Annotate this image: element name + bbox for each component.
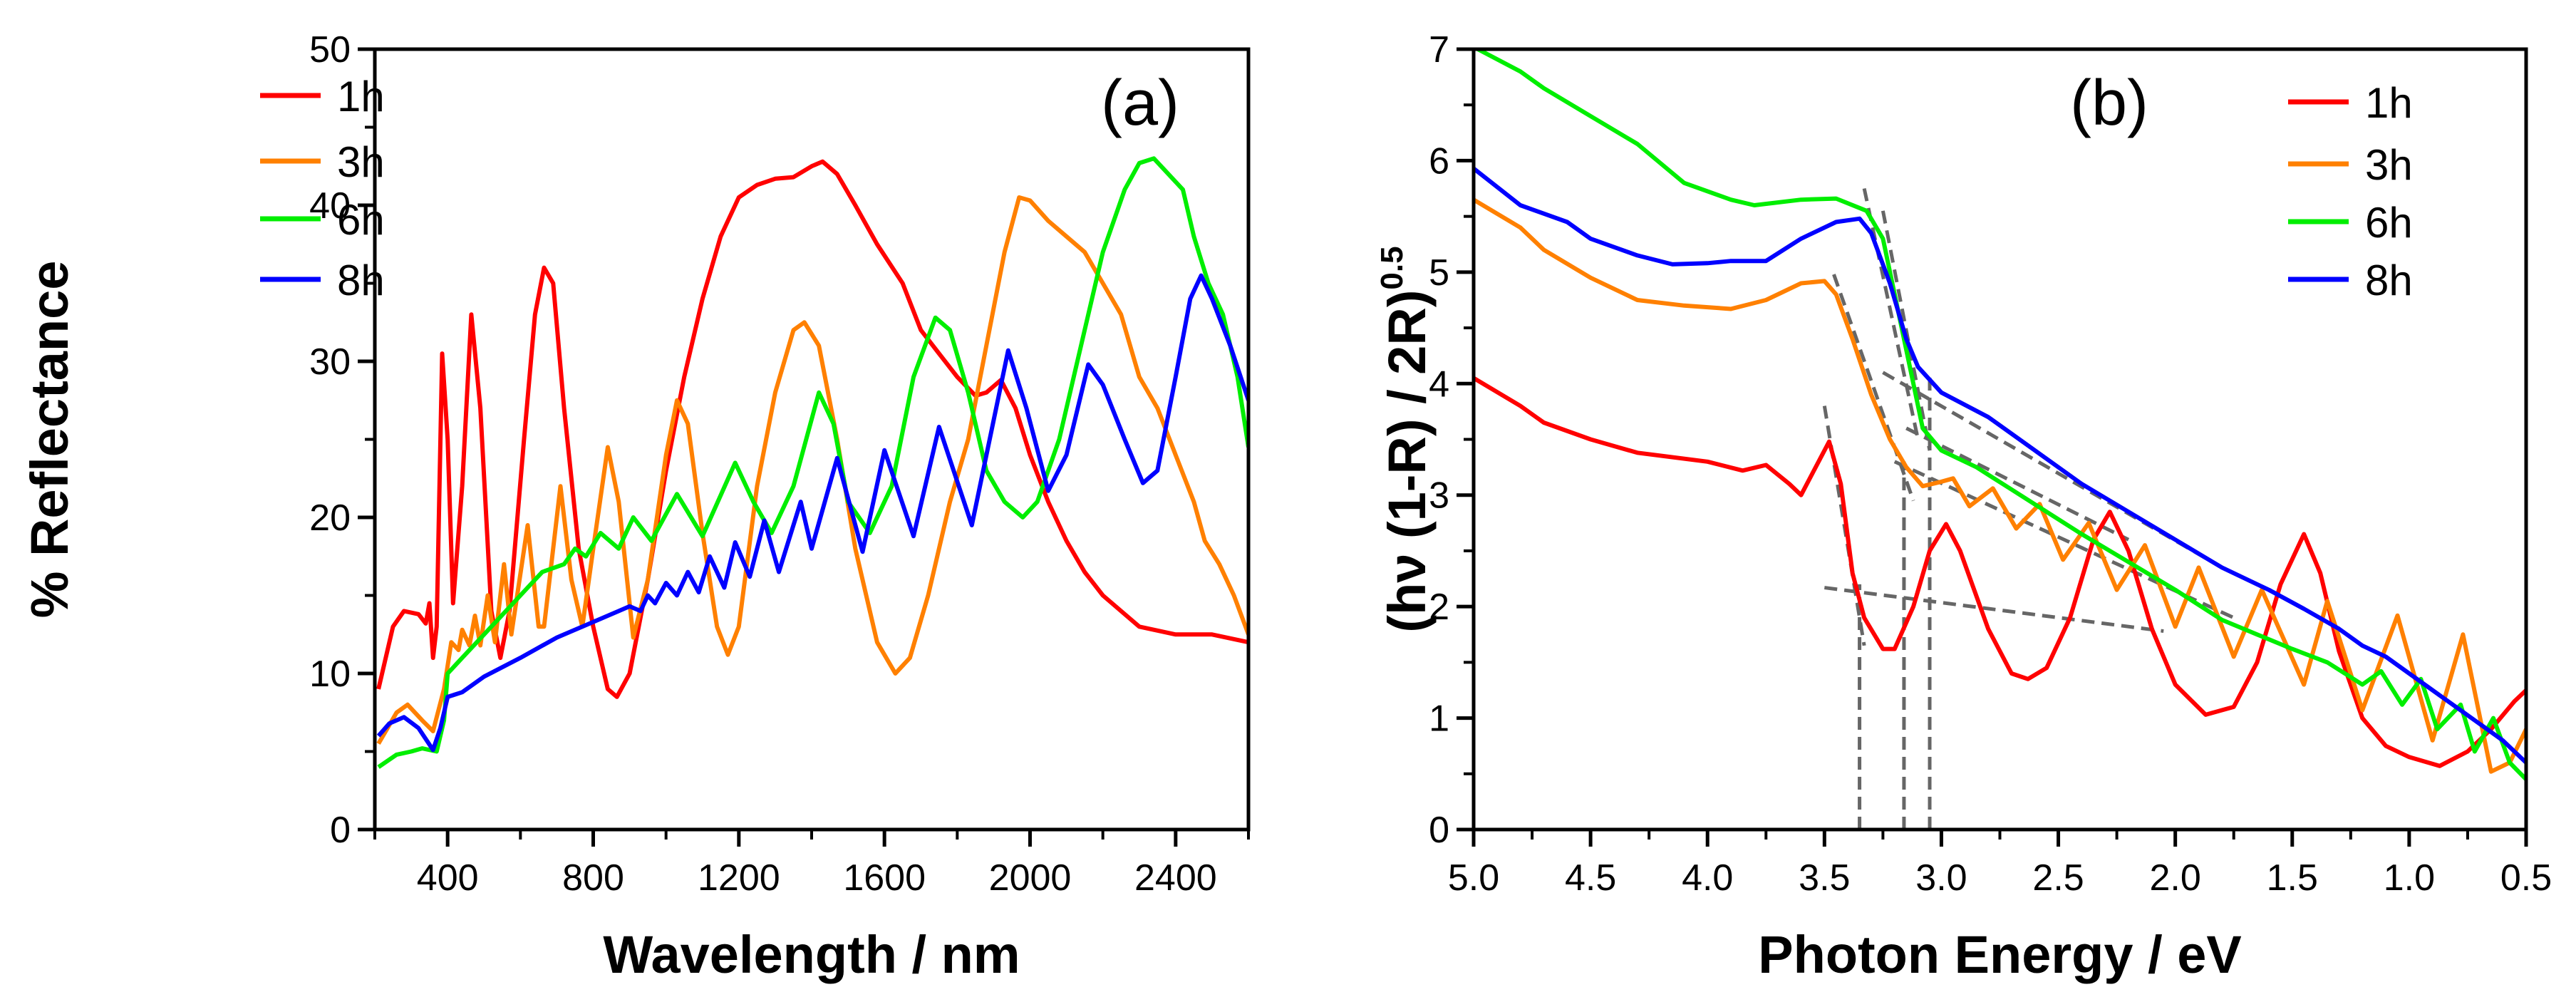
x-tick-label: 2.5 [2032,857,2084,899]
series-line-3h [1474,197,2526,774]
y-axis-title-text: (hν (1-R) / 2R) [1377,290,1437,633]
x-tick-label: 1.0 [2384,857,2435,899]
legend-label: 8h [337,257,385,304]
x-axis-title: Photon Energy / eV [1758,925,2241,984]
y-tick-label: 1 [1429,698,1449,740]
tangent-fit-line [1862,188,1920,440]
y-tick-label: 6 [1429,140,1449,182]
tangent-fit-line [1905,426,2130,542]
series-line-8h [376,273,1248,753]
y-tick-label: 4 [1429,363,1449,405]
x-tick-label: 2000 [989,857,1072,899]
x-tick-label: 5.0 [1448,857,1499,899]
legend-label: 1h [2365,79,2413,127]
y-axis-title-text: % Reflectance [20,261,79,619]
x-tick-label: 2.0 [2150,857,2201,899]
series-line-6h [1474,49,2526,781]
panel-label: (b) [2070,68,2148,139]
legend-label: 8h [2365,257,2413,304]
series-line-1h [1474,376,2526,768]
x-tick-label: 3.0 [1915,857,1967,899]
legend: 1h 3h 6h 8h [260,73,385,304]
series-line-1h [376,159,1248,699]
x-axis-title: Wavelength / nm [603,925,1020,984]
x-tick-label: 3.5 [1799,857,1850,899]
y-tick-label: 0 [330,810,351,851]
legend: 1h 3h 6h 8h [2288,79,2413,304]
x-tick-label: 800 [562,857,624,899]
y-tick-label: 2 [1429,587,1449,628]
legend-label: 6h [2365,199,2413,247]
series-line-6h [377,156,1248,769]
y-tick-label: 30 [309,341,351,383]
panel-label: (a) [1101,68,1179,139]
tangent-fit-line [1824,586,2164,634]
x-tick-label: 0.5 [2500,857,2552,899]
y-tick-label: 50 [309,29,351,71]
x-tick-label: 400 [417,857,479,899]
legend-label: 1h [337,73,385,120]
legend-label: 3h [337,138,385,186]
y-tick-label: 3 [1429,475,1449,517]
x-tick-label: 4.0 [1682,857,1733,899]
x-tick-label: 4.5 [1565,857,1616,899]
y-tick-label: 20 [309,497,351,539]
x-tick-label: 1600 [843,857,926,899]
y-axis-title: (hν (1-R) / 2R)0.5 [1375,246,1437,632]
series-line-3h [376,195,1248,745]
series-line-8h [1474,167,2526,765]
y-axis-title-exponent: 0.5 [1375,246,1409,289]
x-tick-label: 1200 [698,857,780,899]
y-tick-label: 0 [1429,810,1449,851]
y-axis-title: % Reflectance [20,261,79,619]
chart-panel-0: 400 800 1200 1600 2000 240001020304050Wavelen… [20,29,1251,984]
x-tick-label: 1.5 [2267,857,2318,899]
tangent-fit-line [1881,210,1932,451]
y-tick-label: 5 [1429,252,1449,294]
chart-panel-1: 5.0 4.5 4.0 3.5 3.0 2.5 2.0 1.5 1.0 0.5 0 1 2 3 4 5 6 7 Ph… [1375,29,2552,984]
y-tick-label: 10 [309,654,351,695]
y-tick-label: 7 [1429,29,1449,71]
legend-label: 6h [337,196,385,244]
x-tick-label: 2400 [1134,857,1217,899]
legend-label: 3h [2365,141,2413,189]
